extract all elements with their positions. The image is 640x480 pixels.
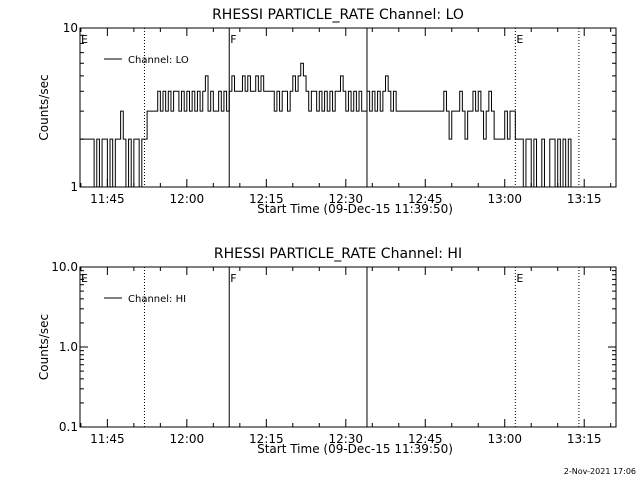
y-axis-label: Counts/sec <box>37 314 51 380</box>
x-tick-label: 12:30 <box>328 192 363 206</box>
x-tick-label: 13:00 <box>487 192 522 206</box>
x-tick-label: 12:00 <box>170 192 205 206</box>
y-tick-label: 1.0 <box>59 340 78 354</box>
legend-label: Channel: LO <box>128 55 189 66</box>
x-tick-label: 12:15 <box>249 192 284 206</box>
y-tick-label: 1 <box>70 180 78 194</box>
x-tick-label: 12:45 <box>408 192 443 206</box>
footer-timestamp: 2-Nov-2021 17:06 <box>564 467 636 476</box>
plot-frame <box>79 266 617 428</box>
x-axis-label: Start Time (09-Dec-15 11:39:50) <box>257 202 453 216</box>
event-marker-label: E <box>516 272 523 285</box>
event-marker-label: E <box>81 272 88 285</box>
series-line <box>80 62 574 188</box>
x-tick-label: 12:45 <box>408 432 443 446</box>
chart-title: RHESSI PARTICLE_RATE Channel: LO <box>212 7 464 23</box>
event-marker-label: E <box>81 33 88 46</box>
plot-frame <box>79 27 617 188</box>
y-tick-label: 10.0 <box>51 260 78 274</box>
x-tick-label: 11:45 <box>90 192 125 206</box>
x-tick-label: 12:15 <box>249 432 284 446</box>
chart-title: RHESSI PARTICLE_RATE Channel: HI <box>214 246 462 262</box>
x-tick-label: 12:30 <box>328 432 363 446</box>
x-tick-label: 12:00 <box>170 432 205 446</box>
legend-label: Channel: HI <box>128 294 186 305</box>
x-axis-label: Start Time (09-Dec-15 11:39:50) <box>257 442 453 456</box>
event-marker-label: E <box>516 33 523 46</box>
y-axis-label: Counts/sec <box>37 74 51 140</box>
x-tick-label: 13:00 <box>487 432 522 446</box>
event-marker-label: F <box>230 33 236 46</box>
x-tick-label: 13:15 <box>567 192 602 206</box>
x-tick-label: 11:45 <box>90 432 125 446</box>
y-tick-label: 0.1 <box>59 420 78 434</box>
y-tick-label: 10 <box>63 21 78 35</box>
event-marker-label: F <box>230 272 236 285</box>
x-tick-label: 13:15 <box>567 432 602 446</box>
